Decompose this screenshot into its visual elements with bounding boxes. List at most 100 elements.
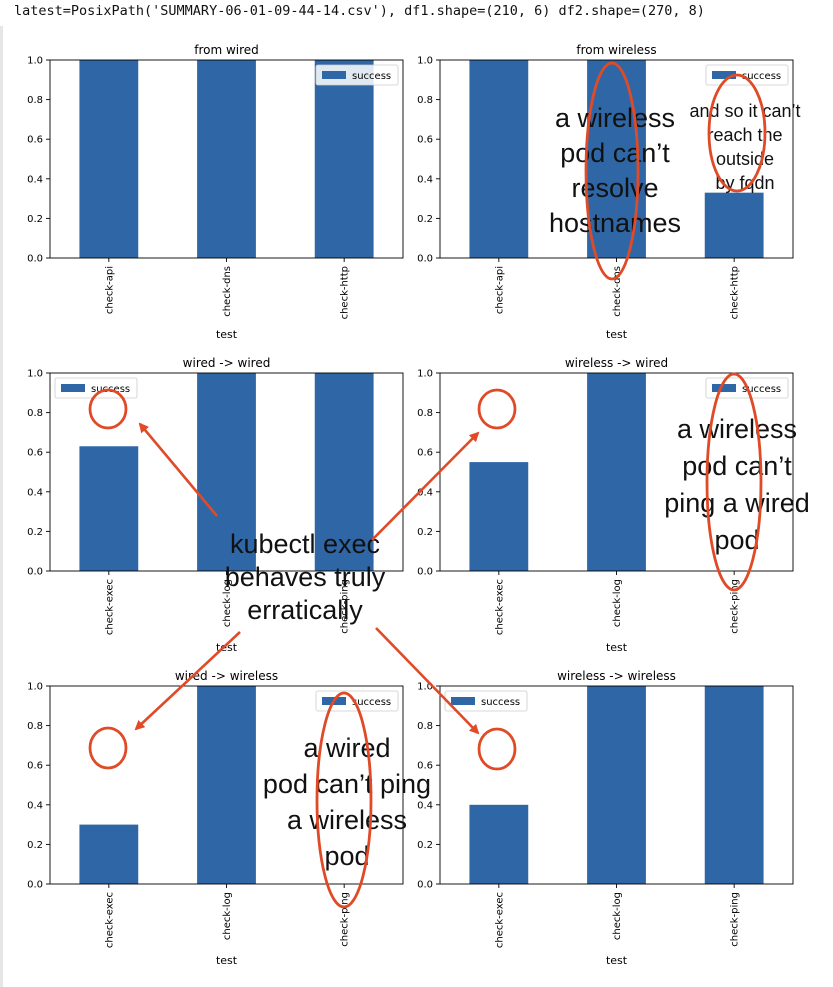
bar-check-http [314,60,374,258]
x-tick-label: check-exec [494,579,505,635]
bar-check-api [79,60,139,258]
x-tick-label: check-dns [612,266,623,317]
y-tick-label: 0.4 [417,800,433,811]
x-tick-label: check-log [612,579,623,627]
annotation-circle-ping-wireless-wired [705,372,763,592]
x-tick-label: check-http [340,266,351,319]
x-tick-label: check-api [104,266,115,314]
legend-swatch [712,384,736,392]
annotation-arrow-to-wireless-wireless [375,627,480,735]
bar-check-exec [79,824,139,884]
x-tick-label: check-log [222,892,233,940]
legend-swatch [712,71,736,79]
y-tick-label: 1.0 [417,56,433,67]
y-tick-label: 0.0 [27,567,43,578]
x-tick-label: check-ping [340,579,351,634]
y-tick-label: 0.0 [27,880,43,891]
x-tick-label: check-log [612,892,623,940]
chart-title: wired -> wireless [175,669,278,683]
x-tick-label: check-ping [730,579,741,634]
y-tick-label: 0.2 [417,527,433,538]
bar-check-ping [704,686,764,884]
y-tick-label: 0.8 [27,95,43,106]
y-tick-label: 0.6 [417,448,433,459]
y-tick-label: 0.6 [417,761,433,772]
annotation-arrow-to-wired-wired [138,422,218,517]
code-output-line: latest=PosixPath('SUMMARY-06-01-09-44-14… [14,3,705,19]
chart-panel-5: 0.0 0.2 0.4 0.6 0.8 1.0 check-exec check-log che… [27,669,404,967]
legend-swatch [61,384,85,392]
y-tick-label: 0.0 [27,254,43,265]
annotation-wired-ping-wireless: a wired pod can’t ping a wireless pod [263,733,431,871]
legend-box [444,690,528,712]
annotation-circle-exec-wireless-wired [477,388,517,430]
bar-check-dns [197,60,256,258]
y-tick-label: 0.6 [417,135,433,146]
x-axis-label: test [216,328,238,341]
chart-title: from wired [194,43,259,57]
bar-check-log [197,686,256,884]
chart-panel-1: 0.0 0.2 0.4 0.6 0.8 1.0 check-api check-dns chec… [27,43,404,341]
bar-check-ping [314,373,374,571]
bar-check-log [587,686,646,884]
y-tick-label: 1.0 [417,682,433,693]
chart-title: wired -> wired [183,356,271,370]
y-tick-label: 0.8 [417,721,433,732]
annotation-kubectl-exec: kubectl exec behaves truly erratically [225,529,386,625]
y-tick-label: 0.4 [27,800,43,811]
bar-check-exec [469,462,529,571]
annotation-wireless-ping-wired: a wireless pod can’t ping a wired pod [664,414,810,555]
annotation-circle-exec-wired-wired [88,388,128,430]
y-tick-label: 0.0 [417,567,433,578]
legend-label: success [742,384,781,395]
legend-label: success [742,71,781,82]
y-tick-label: 0.2 [417,840,433,851]
legend-box [315,64,399,86]
legend: success [705,64,789,86]
annotation-circle-ping-wired-wireless [315,691,373,909]
bar-check-api [469,60,529,258]
chart-panel-6: 0.0 0.2 0.4 0.6 0.8 1.0 check-exec check-log che… [417,669,794,967]
y-tick-label: 0.4 [27,487,43,498]
legend-label: success [352,697,391,708]
cell-gutter [0,26,3,987]
x-axis-label: test [606,328,628,341]
chart-title: wireless -> wired [565,356,668,370]
y-tick-label: 0.6 [27,135,43,146]
x-axis-label: test [606,954,628,967]
legend: success [315,64,399,86]
y-tick-label: 0.6 [27,448,43,459]
legend-label: success [352,71,391,82]
annotation-arrow-to-wireless-wired [371,431,480,541]
y-tick-label: 1.0 [27,369,43,380]
annotation-circle-exec-wired-wireless [88,726,128,770]
legend: success [444,690,528,712]
x-tick-label: check-exec [104,892,115,948]
bar-check-exec [79,446,139,571]
y-tick-label: 0.0 [417,880,433,891]
legend-label: success [481,697,520,708]
x-tick-label: check-ping [340,892,351,947]
bar-check-log [587,373,646,571]
chart-title: wireless -> wireless [557,669,676,683]
y-tick-label: 0.0 [417,254,433,265]
y-tick-label: 0.4 [417,174,433,185]
x-tick-label: check-http [730,266,741,319]
x-tick-label: check-log [222,579,233,627]
legend-swatch [451,697,475,705]
y-tick-label: 1.0 [27,56,43,67]
y-tick-label: 0.8 [417,95,433,106]
bar-check-log [197,373,256,571]
annotation-circle-exec-wireless-wireless [477,727,517,771]
annotation-circle-http [707,73,767,193]
x-tick-label: check-ping [730,892,741,947]
y-tick-label: 0.4 [417,487,433,498]
x-tick-label: check-dns [222,266,233,317]
bar-check-http [704,192,764,258]
y-tick-label: 0.4 [27,174,43,185]
legend-swatch [322,71,346,79]
annotation-arrow-to-wired-wireless [134,631,241,731]
bar-check-exec [469,804,529,884]
y-tick-label: 0.8 [27,408,43,419]
annotation-circle-check-dns [584,61,640,281]
